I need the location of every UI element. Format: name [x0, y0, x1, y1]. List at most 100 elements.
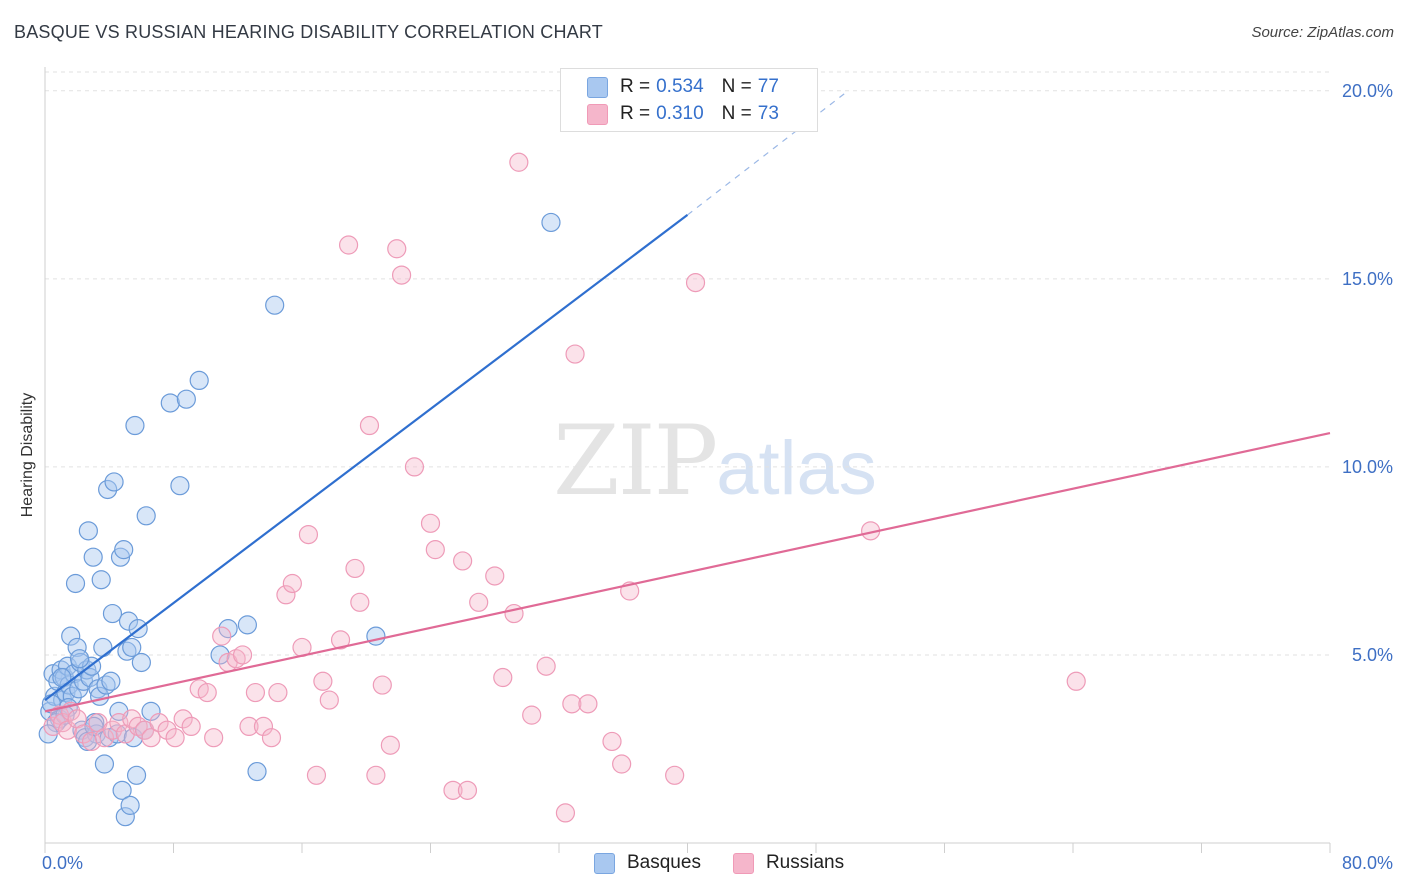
legend-swatch-basques [587, 76, 608, 98]
data-point-russians [157, 720, 177, 740]
data-point-russians [509, 152, 529, 172]
data-point-russians [404, 457, 425, 477]
data-point-basques [114, 540, 134, 560]
data-point-basques [265, 295, 285, 315]
data-point-russians [282, 573, 302, 594]
data-point-russians [555, 803, 576, 823]
data-point-russians [565, 344, 585, 364]
data-point-russians [204, 728, 224, 748]
watermark: ZIPatlas [553, 405, 877, 517]
y-tick-label: 5.0% [1352, 645, 1393, 665]
chart-title: BASQUE VS RUSSIAN HEARING DISABILITY COR… [14, 22, 603, 42]
x-tick-label-min: 0.0% [42, 853, 83, 873]
data-point-basques [57, 656, 78, 676]
data-point-russians [372, 675, 392, 695]
data-point-russians [212, 626, 232, 646]
data-point-russians [261, 728, 282, 748]
data-point-russians [612, 754, 632, 774]
data-point-russians [536, 656, 556, 676]
bottom-legend-swatch-basques [594, 852, 615, 874]
legend-n-value: 73 [757, 103, 779, 124]
data-point-russians [73, 724, 94, 744]
data-point-russians [319, 690, 339, 710]
data-point-basques [102, 603, 123, 624]
legend-row-russians: R = 0.310 N = 73 [587, 102, 779, 126]
data-point-basques [237, 615, 257, 635]
data-point-russians [665, 765, 685, 785]
data-point-russians [81, 731, 102, 752]
data-point-russians [165, 728, 185, 748]
legend-n-label: N = [721, 103, 752, 124]
data-point-russians [602, 731, 622, 752]
data-point-russians [522, 705, 542, 725]
data-point-basques [131, 652, 151, 673]
data-point-basques [118, 611, 139, 631]
data-point-russians [578, 694, 598, 714]
legend-r-value: 0.534 [656, 76, 704, 97]
data-point-basques [189, 370, 209, 390]
data-point-basques [366, 626, 386, 646]
data-point-russians [453, 551, 473, 571]
data-point-basques [94, 754, 115, 774]
data-point-russians [345, 558, 365, 579]
data-point-basques [141, 701, 161, 721]
data-point-russians [504, 603, 524, 624]
data-point-russians [102, 720, 123, 740]
data-point-russians [380, 735, 400, 755]
data-point-russians [245, 682, 266, 703]
data-point-basques [101, 671, 121, 691]
data-point-russians [330, 630, 351, 650]
data-point-russians [313, 671, 333, 691]
data-point-basques [93, 637, 113, 658]
data-point-russians [149, 713, 169, 733]
data-point-basques [541, 212, 561, 233]
legend-r-value: 0.310 [656, 103, 704, 124]
legend-row-basques: R = 0.534 N = 77 [587, 75, 779, 99]
data-point-basques [91, 570, 111, 590]
data-point-russians [122, 709, 142, 729]
trend-line-basques [44, 214, 689, 701]
data-point-basques [122, 637, 142, 658]
data-point-russians [685, 273, 706, 293]
bottom-legend: Basques Russians [594, 852, 876, 874]
data-point-russians [173, 709, 193, 729]
data-point-basques [64, 664, 84, 684]
data-point-russians [359, 415, 380, 436]
data-point-russians [493, 667, 513, 688]
data-point-basques [104, 472, 124, 492]
data-point-russians [276, 585, 296, 605]
data-point-russians [485, 566, 505, 586]
trend-line-russians [44, 431, 1331, 713]
data-point-russians [420, 513, 441, 533]
data-point-basques [115, 807, 135, 827]
data-point-basques [67, 637, 87, 658]
data-point-russians [350, 592, 370, 612]
legend: R = 0.534 N = 77 R = 0.310 N = 73 [560, 68, 818, 132]
data-point-russians [1066, 671, 1086, 691]
legend-r-label: R = [620, 103, 651, 124]
data-point-russians [298, 524, 319, 545]
data-point-basques [247, 761, 267, 782]
data-point-basques [170, 476, 190, 496]
y-tick-label: 10.0% [1342, 457, 1393, 477]
data-point-russians [94, 728, 115, 748]
data-point-russians [457, 780, 478, 800]
data-point-russians [306, 765, 327, 785]
data-point-basques [98, 479, 118, 500]
data-point-russians [268, 682, 288, 703]
data-point-russians [338, 235, 359, 255]
bottom-legend-russians: Russians [732, 852, 844, 874]
data-point-basques [61, 626, 81, 646]
data-point-russians [43, 716, 63, 737]
watermark-zip: ZIP [553, 405, 718, 517]
bottom-legend-label-basques: Basques [627, 852, 701, 873]
data-point-russians [197, 682, 217, 703]
bottom-legend-swatch-russians [732, 852, 754, 874]
data-point-russians [232, 645, 253, 665]
source-label: Source: ZipAtlas.com [1251, 24, 1394, 41]
data-point-basques [160, 393, 180, 413]
data-point-basques [83, 547, 103, 567]
legend-n-label: N = [721, 76, 752, 97]
watermark-atlas: atlas [716, 426, 877, 511]
